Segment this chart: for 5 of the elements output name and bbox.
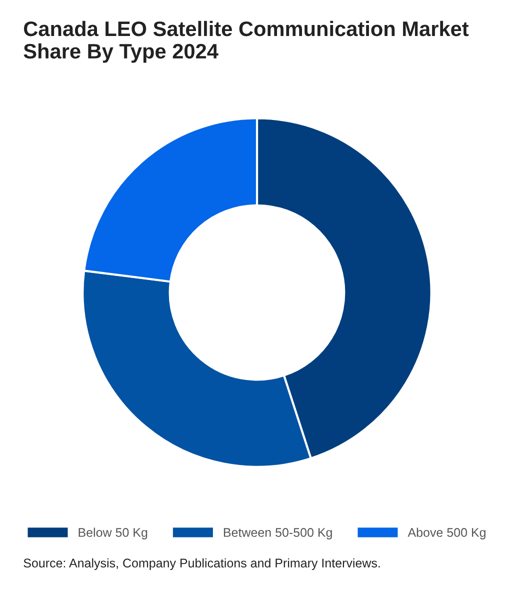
chart-title: Canada LEO Satellite Communication Market Share By Type 2024	[24, 20, 469, 63]
legend-label: Between 50-500 Kg	[224, 528, 332, 540]
legend-label: Below 50 Kg	[78, 528, 148, 540]
legend-label: Above 500 Kg	[408, 528, 486, 540]
source-note: Source: Analysis, Company Publications and Primary Interviews.	[24, 558, 380, 570]
